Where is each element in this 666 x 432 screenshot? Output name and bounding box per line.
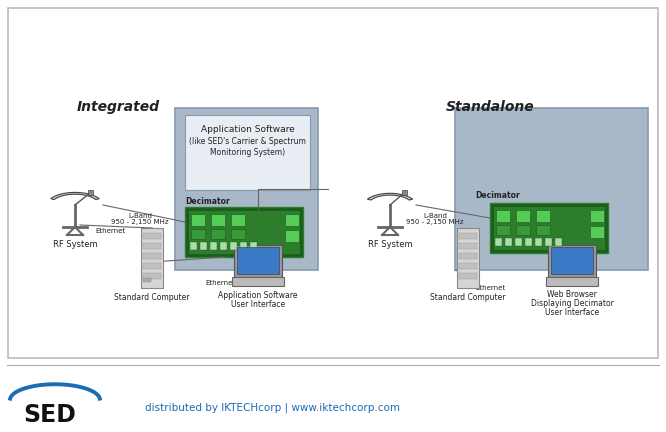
FancyBboxPatch shape — [536, 225, 550, 235]
FancyBboxPatch shape — [493, 206, 605, 250]
FancyBboxPatch shape — [143, 243, 161, 249]
FancyBboxPatch shape — [234, 245, 282, 277]
FancyBboxPatch shape — [143, 233, 161, 239]
FancyBboxPatch shape — [232, 277, 284, 286]
FancyBboxPatch shape — [88, 190, 93, 195]
Text: Monitoring System): Monitoring System) — [210, 148, 285, 157]
Text: (like SED's Carrier & Spectrum: (like SED's Carrier & Spectrum — [189, 137, 306, 146]
FancyBboxPatch shape — [516, 225, 530, 235]
Text: 950 - 2,150 MHz: 950 - 2,150 MHz — [111, 219, 168, 225]
Text: Application Software: Application Software — [218, 291, 298, 300]
FancyBboxPatch shape — [505, 238, 512, 246]
Text: Decimator: Decimator — [475, 191, 519, 200]
FancyBboxPatch shape — [457, 228, 479, 288]
Text: 950 - 2,150 MHz: 950 - 2,150 MHz — [406, 219, 464, 225]
FancyBboxPatch shape — [240, 242, 247, 250]
Polygon shape — [51, 192, 99, 200]
FancyBboxPatch shape — [185, 207, 303, 257]
FancyBboxPatch shape — [496, 210, 510, 222]
FancyBboxPatch shape — [459, 273, 477, 279]
FancyBboxPatch shape — [535, 238, 542, 246]
FancyBboxPatch shape — [495, 238, 502, 246]
FancyBboxPatch shape — [211, 214, 225, 226]
FancyBboxPatch shape — [515, 238, 522, 246]
FancyBboxPatch shape — [459, 253, 477, 259]
FancyBboxPatch shape — [496, 225, 510, 235]
Polygon shape — [368, 193, 412, 200]
FancyBboxPatch shape — [141, 228, 163, 288]
FancyBboxPatch shape — [536, 210, 550, 222]
FancyBboxPatch shape — [459, 243, 477, 249]
FancyBboxPatch shape — [285, 230, 299, 242]
FancyBboxPatch shape — [188, 210, 300, 254]
FancyBboxPatch shape — [525, 238, 532, 246]
Text: Web Browser: Web Browser — [547, 290, 597, 299]
FancyBboxPatch shape — [191, 229, 205, 239]
FancyBboxPatch shape — [175, 108, 318, 270]
Text: Ethernet: Ethernet — [205, 280, 235, 286]
FancyBboxPatch shape — [210, 242, 217, 250]
FancyBboxPatch shape — [211, 229, 225, 239]
Text: RF System: RF System — [368, 240, 412, 249]
FancyBboxPatch shape — [200, 242, 207, 250]
FancyBboxPatch shape — [455, 108, 648, 270]
FancyBboxPatch shape — [190, 242, 197, 250]
FancyBboxPatch shape — [143, 263, 161, 269]
FancyBboxPatch shape — [143, 273, 161, 279]
FancyBboxPatch shape — [590, 226, 604, 238]
Text: Standard Computer: Standard Computer — [115, 293, 190, 302]
FancyBboxPatch shape — [459, 263, 477, 269]
FancyBboxPatch shape — [8, 8, 658, 358]
FancyBboxPatch shape — [231, 229, 245, 239]
Text: Ethernet: Ethernet — [475, 285, 505, 291]
FancyBboxPatch shape — [220, 242, 227, 250]
Text: Standard Computer: Standard Computer — [430, 293, 505, 302]
Text: L-Band: L-Band — [128, 213, 152, 219]
FancyBboxPatch shape — [490, 203, 608, 253]
FancyBboxPatch shape — [231, 214, 245, 226]
FancyBboxPatch shape — [459, 233, 477, 239]
Text: distributed by IKTECHcorp | www.iktechcorp.com: distributed by IKTECHcorp | www.iktechco… — [145, 403, 400, 413]
Text: L-Band: L-Band — [423, 213, 447, 219]
FancyBboxPatch shape — [546, 277, 598, 286]
FancyBboxPatch shape — [250, 242, 257, 250]
Text: User Interface: User Interface — [231, 300, 285, 309]
FancyBboxPatch shape — [516, 210, 530, 222]
FancyBboxPatch shape — [230, 242, 237, 250]
Text: SED: SED — [23, 403, 77, 427]
FancyBboxPatch shape — [402, 190, 407, 195]
Text: RF System: RF System — [53, 240, 97, 249]
FancyBboxPatch shape — [191, 214, 205, 226]
FancyBboxPatch shape — [590, 210, 604, 222]
FancyBboxPatch shape — [143, 253, 161, 259]
FancyBboxPatch shape — [545, 238, 552, 246]
FancyBboxPatch shape — [237, 247, 279, 274]
Text: Decimator: Decimator — [185, 197, 230, 206]
FancyBboxPatch shape — [551, 247, 593, 274]
FancyBboxPatch shape — [285, 214, 299, 226]
FancyBboxPatch shape — [555, 238, 562, 246]
Text: User Interface: User Interface — [545, 308, 599, 317]
Text: Displaying Decimator: Displaying Decimator — [531, 299, 613, 308]
FancyBboxPatch shape — [548, 245, 596, 277]
FancyBboxPatch shape — [185, 115, 310, 190]
FancyBboxPatch shape — [143, 278, 151, 282]
Text: Ethernet: Ethernet — [95, 228, 125, 234]
Text: Application Software: Application Software — [200, 125, 294, 134]
Text: Integrated: Integrated — [77, 100, 159, 114]
Text: Standalone: Standalone — [446, 100, 534, 114]
